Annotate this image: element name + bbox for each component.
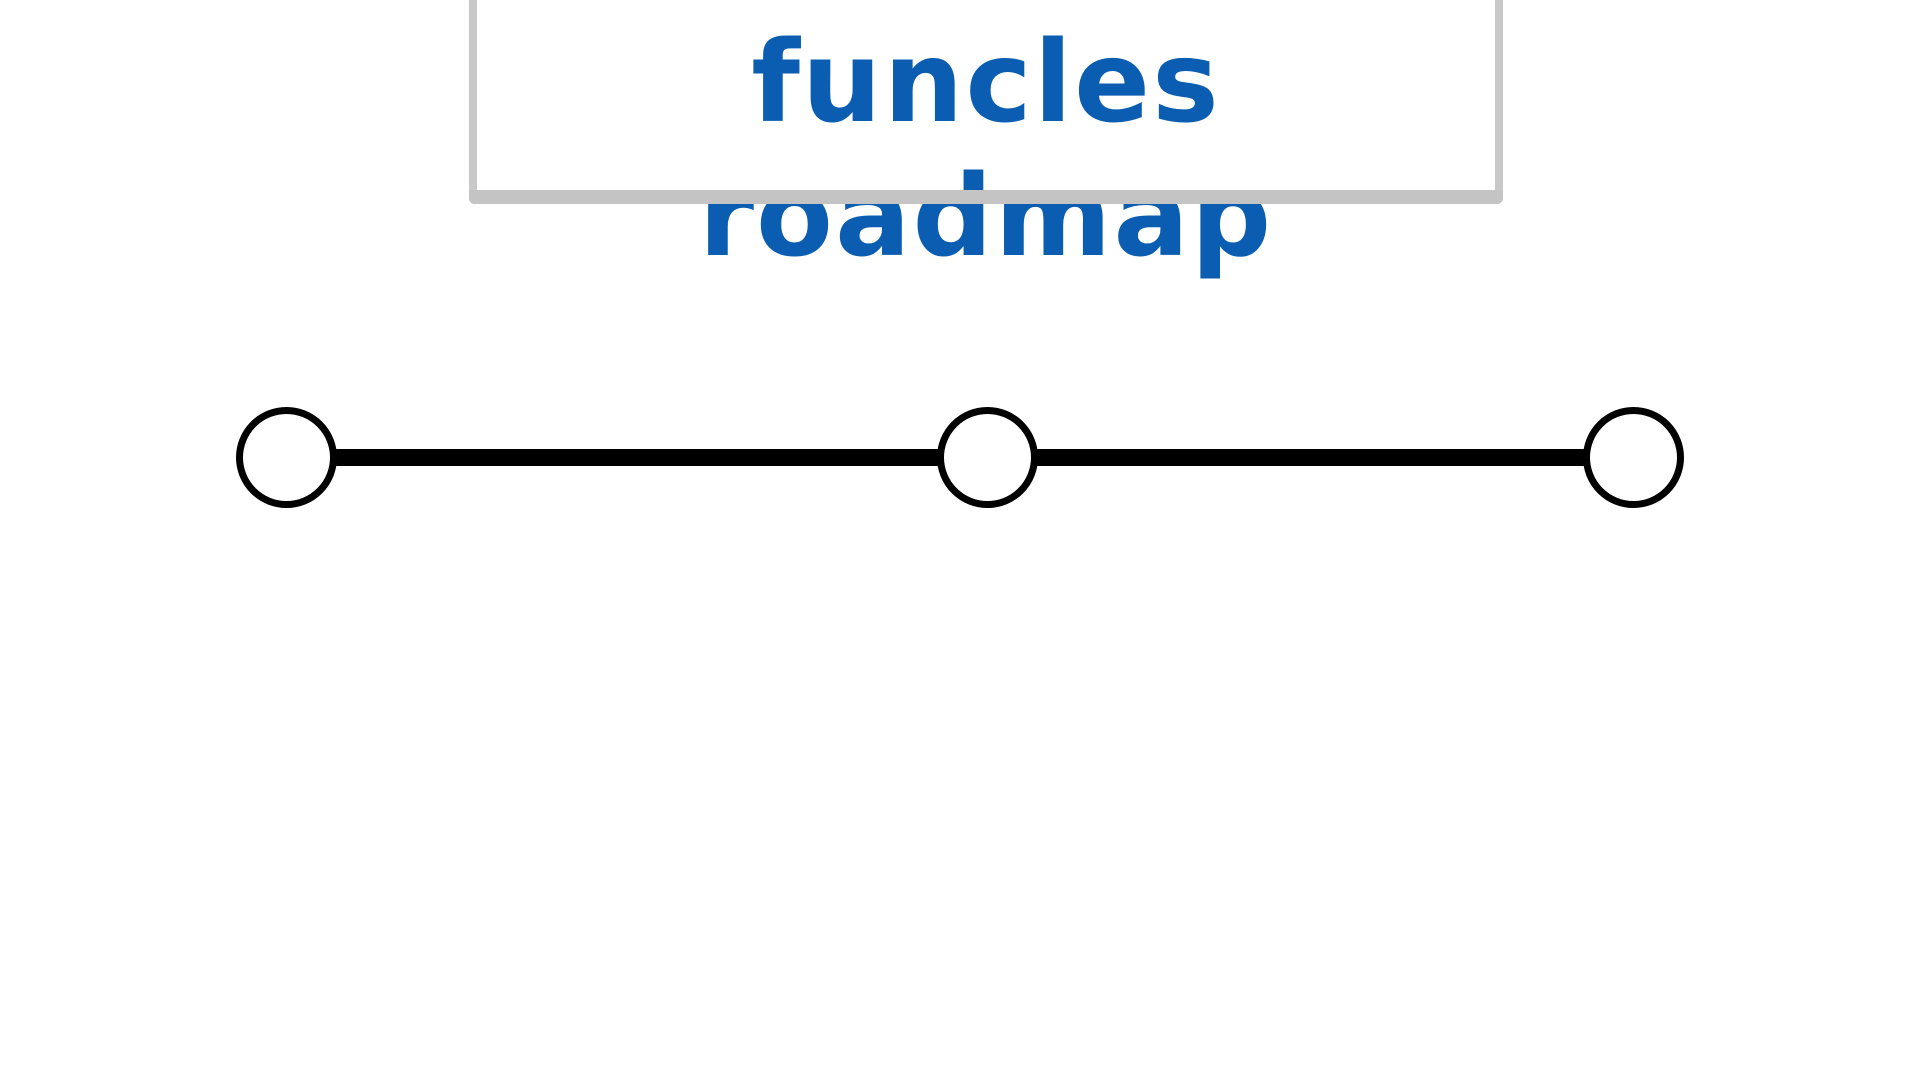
milestone-node-1[interactable] xyxy=(236,407,337,508)
roadmap-connector-2 xyxy=(1030,449,1590,466)
milestone-node-3[interactable] xyxy=(1583,407,1684,508)
roadmap-connector-1 xyxy=(330,449,940,466)
milestone-node-2[interactable] xyxy=(937,407,1038,508)
title-card: funcles roadmap xyxy=(469,0,1503,282)
page-title: funcles roadmap xyxy=(698,18,1274,283)
